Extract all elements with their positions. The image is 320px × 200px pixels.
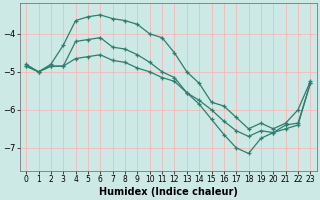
X-axis label: Humidex (Indice chaleur): Humidex (Indice chaleur) <box>99 187 238 197</box>
